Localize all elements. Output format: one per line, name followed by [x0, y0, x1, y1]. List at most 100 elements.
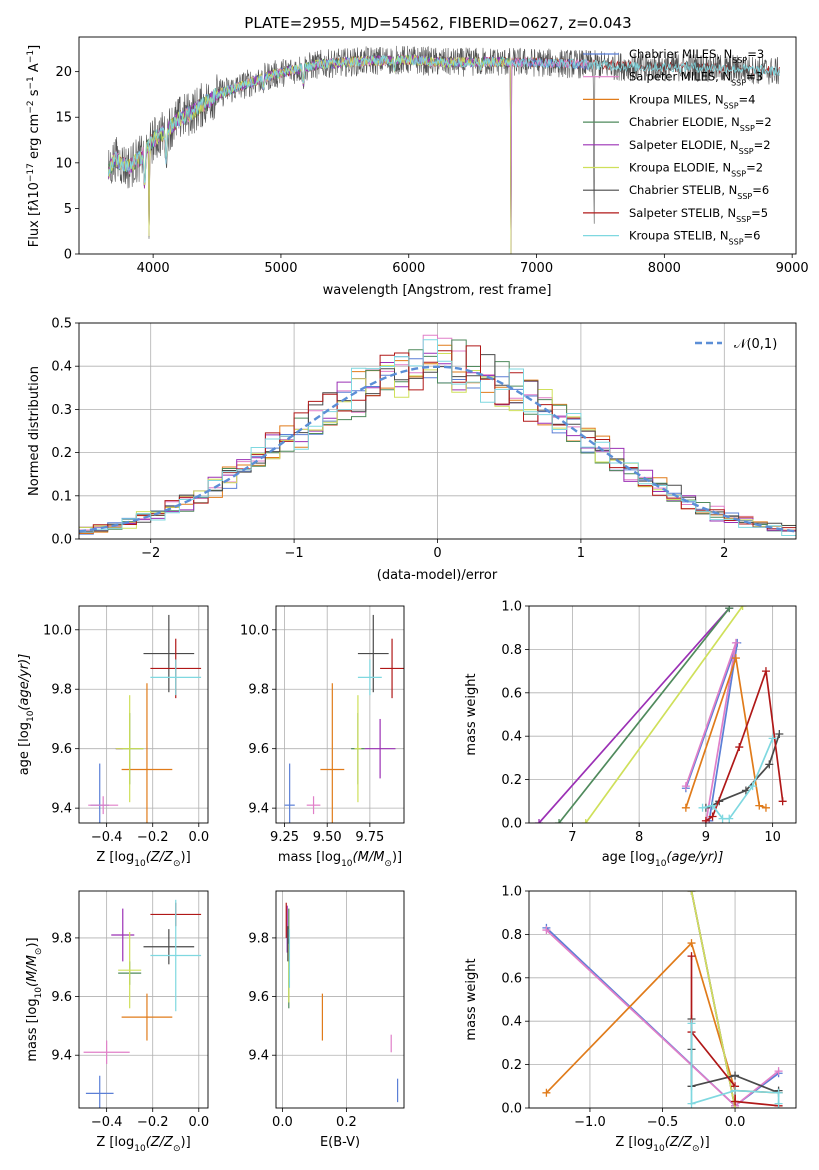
x-tick-label: 8: [635, 830, 643, 845]
x-axis-label: Z [log10(Z/Z⊙)]: [96, 1135, 190, 1154]
mass-weight-marker: [774, 1067, 783, 1076]
x-tick-label: 0.0: [188, 830, 209, 845]
mass-weight-marker: [774, 1088, 783, 1097]
mass-weight-marker: [761, 667, 770, 676]
y-tick-label: 9.6: [51, 990, 72, 1005]
y-axis-label-part: ]: [27, 45, 42, 50]
y-tick-label: 9.4: [248, 802, 269, 817]
y-tick-label: 0.0: [501, 1102, 522, 1117]
legend-entry: Chabrier STELIB, NSSP=6: [629, 183, 769, 201]
y-axis-label: Normed distribution: [27, 366, 42, 496]
mass-weight-marker: [761, 803, 770, 812]
x-axis-label-part: 10: [341, 859, 353, 869]
spectrum-line: [108, 54, 591, 254]
x-tick-label: 0.0: [272, 1115, 293, 1130]
x-axis-label-part: 10: [134, 1144, 146, 1154]
x-tick-label: 0: [433, 546, 441, 561]
legend-text-part: Chabrier MILES, N: [629, 47, 732, 61]
mass-weight-marker: [718, 814, 727, 823]
y-axis-label-part: λ: [27, 199, 42, 208]
spectrum-line: [108, 45, 780, 254]
mass-weight-marker: [701, 816, 710, 823]
mass-weight-marker: [778, 797, 787, 806]
x-axis-label-part: ⊙: [692, 1144, 700, 1154]
legend-text-part: Chabrier STELIB, N: [629, 183, 737, 197]
x-axis-label-part: )]: [700, 1135, 710, 1150]
mass-weight-marker: [725, 814, 734, 823]
mass-weight-marker: [768, 734, 777, 743]
y-tick-label: 0.5: [51, 317, 72, 332]
mass-weight-marker: [542, 1088, 551, 1097]
histogram-step: [79, 354, 796, 532]
x-tick-label: −1.0: [574, 1115, 606, 1130]
y-tick-label: 0.8: [501, 643, 522, 658]
x-axis-label-part: ⊙: [173, 859, 181, 869]
legend-text-part: SSP: [736, 214, 751, 223]
spectrum-line: [108, 54, 512, 254]
legend-text-part: Salpeter STELIB, N: [629, 206, 736, 220]
plot-area: [284, 614, 404, 823]
y-axis-label-part: 10: [34, 987, 44, 999]
y-axis-label-part: erg cm: [27, 114, 42, 163]
mass-weight-marker: [542, 926, 551, 935]
legend-text-part: SSP: [732, 56, 747, 65]
x-axis-label: (data-model)/error: [377, 568, 498, 583]
y-tick-label: 0.3: [51, 403, 72, 418]
mass-weight-marker: [581, 819, 590, 823]
x-axis-label-part: )]: [181, 850, 191, 865]
mass-weight-marker: [681, 782, 690, 791]
x-tick-label: 9000: [776, 261, 809, 276]
spectrum-line: [108, 54, 591, 254]
mass-weight-line: [538, 607, 730, 823]
legend-text-part: =5: [751, 206, 768, 220]
y-tick-label: 10.0: [43, 623, 72, 638]
x-tick-label: 4000: [137, 261, 170, 276]
y-tick-label: 0.6: [501, 971, 522, 986]
legend-text-part: =2: [746, 161, 763, 175]
x-tick-label: −0.4: [91, 830, 123, 845]
legend-entry: Chabrier ELODIE, NSSP=2: [629, 115, 772, 133]
x-axis-label-part: ⊙: [173, 1144, 181, 1154]
mass-weight-marker: [687, 939, 696, 948]
mass-weight-marker: [765, 760, 774, 769]
x-axis-label-part: )]: [392, 850, 402, 865]
mass-weight-marker: [687, 891, 696, 895]
mass-weight-line: [690, 891, 736, 1108]
spectrum-line: [108, 53, 591, 254]
x-axis-label-part: (Z/Z: [146, 1135, 174, 1150]
legend-text-part: SSP: [731, 78, 746, 87]
mass-weight-marker: [687, 952, 696, 961]
y-tick-label: 9.8: [248, 683, 269, 698]
panel-residual-hist: −2 −1 0 1 2 0.0 0.1 0.2 0.3 0.4 0.5 𝒩(0,1) (data-mod…: [27, 317, 797, 583]
axes-frame: [275, 605, 405, 824]
plot-area: [285, 902, 399, 1103]
legend-text-part: =3: [746, 70, 763, 84]
legend-text-part: =3: [747, 47, 764, 61]
y-tick-label: 9.6: [248, 742, 269, 757]
y-axis-label-part: s: [27, 89, 42, 100]
mass-weight-marker: [738, 606, 747, 610]
legend-entry: Salpeter ELODIE, NSSP=2: [629, 138, 771, 156]
mass-weight-line: [558, 607, 730, 823]
panel-spectrum: 4000 5000 6000 7000 8000 9000 0 5 10 15 20 waveleng…: [26, 36, 809, 298]
y-axis-label-part: −1: [26, 76, 36, 89]
legend-entry: Salpeter MILES, NSSP=3: [629, 70, 763, 88]
panel-mass-vs-ebv: 0.0 0.2 9.4 9.6 9.8 E(B-V): [248, 890, 405, 1150]
x-tick-label: 1: [577, 546, 585, 561]
x-tick-label: 7: [568, 830, 576, 845]
mass-weight-marker: [731, 1086, 740, 1095]
y-axis-label: Flux [fλ10−17 erg cm−2 s−1 A−1]: [26, 45, 42, 247]
x-axis-label-part: 10: [653, 1144, 665, 1154]
mass-weight-marker: [725, 606, 734, 613]
x-axis-label-part: ⊙: [384, 859, 392, 869]
legend-text-part: Salpeter ELODIE, N: [629, 138, 739, 152]
legend-entry: Kroupa MILES, NSSP=4: [629, 92, 755, 110]
y-axis-label-part: mass [log: [25, 998, 40, 1061]
y-axis-label-part: )]: [25, 937, 40, 947]
y-tick-label: 0.6: [501, 686, 522, 701]
legend-text-part: SSP: [740, 124, 755, 133]
y-axis-label-part: (age/yr)]: [17, 654, 32, 711]
panel-age-vs-mass: 9.25 9.50 9.75 9.4 9.6 9.8 10.0 mass [log10(M/M…: [240, 605, 405, 869]
x-tick-label: 0.0: [725, 1115, 746, 1130]
legend-entry: Kroupa STELIB, NSSP=6: [629, 229, 760, 247]
